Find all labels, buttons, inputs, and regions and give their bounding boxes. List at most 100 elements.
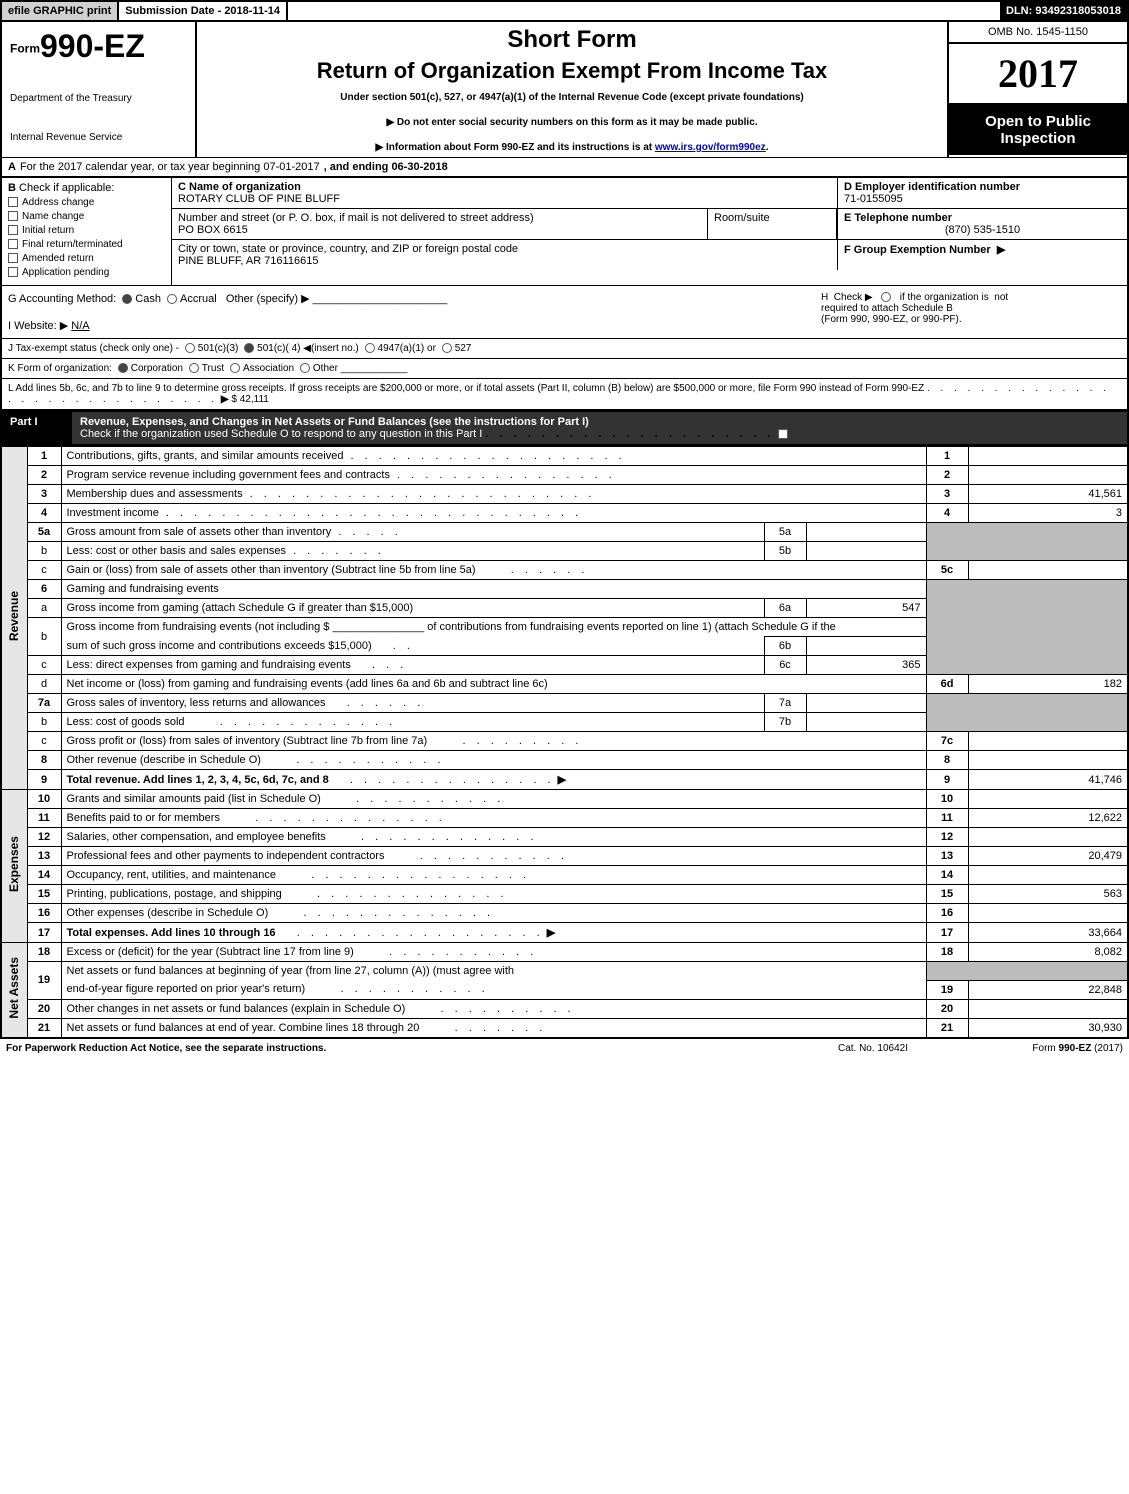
- radio-assoc[interactable]: [230, 363, 240, 373]
- gh-right: H Check ▶ if the organization is not req…: [821, 292, 1121, 332]
- omb-number: OMB No. 1545-1150: [949, 22, 1127, 44]
- part1-table: Revenue 1Contributions, gifts, grants, a…: [0, 446, 1129, 1038]
- footer-left: For Paperwork Reduction Act Notice, see …: [6, 1043, 773, 1054]
- street-label: Number and street (or P. O. box, if mail…: [178, 212, 701, 224]
- tab-expenses: Expenses: [1, 790, 27, 943]
- check-initial-return: Initial return: [8, 225, 165, 236]
- row-k: K Form of organization: Corporation Trus…: [0, 359, 1129, 379]
- label-c: C Name of organization: [178, 181, 831, 193]
- room-suite: Room/suite: [707, 209, 837, 239]
- org-name: ROTARY CLUB OF PINE BLUFF: [178, 193, 831, 205]
- header: Form990-EZ Department of the Treasury In…: [0, 22, 1129, 157]
- row-l-text: L Add lines 5b, 6c, and 7b to line 9 to …: [8, 383, 924, 394]
- topbar: efile GRAPHIC print Submission Date - 20…: [0, 0, 1129, 22]
- ein: 71-0155095: [844, 193, 1121, 205]
- radio-cash[interactable]: [122, 294, 132, 304]
- amt-17: 33,664: [968, 923, 1128, 943]
- part1-header: Part I Revenue, Expenses, and Changes in…: [0, 410, 1129, 446]
- part1-title: Revenue, Expenses, and Changes in Net As…: [72, 412, 1127, 444]
- header-left: Form990-EZ Department of the Treasury In…: [2, 22, 197, 157]
- checkbox-icon[interactable]: [8, 211, 18, 221]
- amt-15: 563: [968, 885, 1128, 904]
- radio-trust[interactable]: [189, 363, 199, 373]
- label-j: J Tax-exempt status: [8, 343, 97, 354]
- part1-label: Part I: [2, 412, 72, 444]
- efile-label: efile GRAPHIC print: [2, 2, 119, 20]
- sub-note1: ▶ Do not enter social security numbers o…: [201, 117, 943, 128]
- footer: For Paperwork Reduction Act Notice, see …: [0, 1038, 1129, 1058]
- row-j: J Tax-exempt status (check only one) - 5…: [0, 339, 1129, 359]
- col-b: B Check if applicable: Address change Na…: [2, 178, 172, 285]
- open-public: Open to Public Inspection: [949, 105, 1127, 155]
- checkbox-icon[interactable]: [8, 267, 18, 277]
- city-label: City or town, state or province, country…: [178, 243, 831, 255]
- amt-9: 41,746: [968, 770, 1128, 790]
- amt-11: 12,622: [968, 809, 1128, 828]
- label-g: G Accounting Method:: [8, 293, 116, 305]
- main-title: Return of Organization Exempt From Incom…: [201, 58, 943, 84]
- arrow-icon: ▶: [997, 244, 1005, 256]
- amt-6c: 365: [806, 656, 926, 675]
- website: N/A: [71, 320, 89, 332]
- footer-right: Form 990-EZ (2017): [973, 1043, 1123, 1054]
- check-name-change: Name change: [8, 211, 165, 222]
- col-cd: C Name of organization ROTARY CLUB OF PI…: [172, 178, 1127, 285]
- radio-501c3[interactable]: [185, 343, 195, 353]
- dept-irs: Internal Revenue Service: [10, 132, 187, 143]
- subtitle: Under section 501(c), 527, or 4947(a)(1)…: [201, 92, 943, 103]
- label-a: A: [8, 161, 16, 173]
- row-ghi: G Accounting Method: Cash Accrual Other …: [0, 286, 1129, 339]
- dept-treasury: Department of the Treasury: [10, 93, 187, 104]
- check-amended: Amended return: [8, 253, 165, 264]
- radio-527[interactable]: [442, 343, 452, 353]
- radio-corp[interactable]: [118, 363, 128, 373]
- check-address-change: Address change: [8, 197, 165, 208]
- amt-4: 3: [968, 504, 1128, 523]
- row-a-text: For the 2017 calendar year, or tax year …: [20, 161, 320, 173]
- radio-501c[interactable]: [244, 343, 254, 353]
- check-final-return: Final return/terminated: [8, 239, 165, 250]
- label-i: I Website: ▶: [8, 320, 68, 332]
- radio-other[interactable]: [300, 363, 310, 373]
- amt-19: 22,848: [968, 980, 1128, 999]
- sub-note2: ▶ Information about Form 990-EZ and its …: [201, 142, 943, 153]
- tab-revenue: Revenue: [1, 447, 27, 790]
- header-right: OMB No. 1545-1150 2017 Open to Public In…: [947, 22, 1127, 157]
- checkbox-icon[interactable]: [8, 225, 18, 235]
- amt-13: 20,479: [968, 847, 1128, 866]
- label-b: B: [8, 182, 16, 194]
- tax-year: 2017: [949, 44, 1127, 105]
- label-d: D Employer identification number: [844, 181, 1121, 193]
- street: PO BOX 6615: [178, 224, 701, 236]
- header-mid: Short Form Return of Organization Exempt…: [197, 22, 947, 157]
- section-bcdef: B Check if applicable: Address change Na…: [0, 178, 1129, 286]
- row-a-end: , and ending 06-30-2018: [324, 161, 448, 173]
- phone: (870) 535-1510: [844, 224, 1121, 236]
- amt-18: 8,082: [968, 943, 1128, 962]
- checkbox-icon[interactable]: [8, 253, 18, 263]
- city: PINE BLUFF, AR 716116615: [178, 255, 831, 267]
- checkbox-icon[interactable]: [8, 197, 18, 207]
- amt-6d: 182: [968, 675, 1128, 694]
- checkbox-icon[interactable]: [778, 429, 788, 439]
- label-f: F Group Exemption Number: [844, 244, 991, 256]
- label-k: K Form of organization:: [8, 363, 112, 374]
- footer-mid: Cat. No. 10642I: [773, 1043, 973, 1054]
- amt-6a: 547: [806, 599, 926, 618]
- row-l-amount: $ 42,111: [231, 394, 268, 405]
- check-application-pending: Application pending: [8, 267, 165, 278]
- row-l: L Add lines 5b, 6c, and 7b to line 9 to …: [0, 379, 1129, 410]
- instructions-link[interactable]: www.irs.gov/form990ez: [655, 142, 766, 153]
- dln: DLN: 93492318053018: [1000, 2, 1127, 20]
- form-number: Form990-EZ: [10, 28, 187, 65]
- checkbox-icon[interactable]: [8, 239, 18, 249]
- radio-h[interactable]: [881, 292, 891, 302]
- radio-accrual[interactable]: [167, 294, 177, 304]
- short-title: Short Form: [201, 26, 943, 54]
- row-a: A For the 2017 calendar year, or tax yea…: [0, 157, 1129, 178]
- label-h: H: [821, 292, 828, 303]
- submission-date: Submission Date - 2018-11-14: [119, 2, 288, 20]
- label-e: E Telephone number: [844, 212, 1121, 224]
- amt-21: 30,930: [968, 1018, 1128, 1037]
- radio-4947[interactable]: [365, 343, 375, 353]
